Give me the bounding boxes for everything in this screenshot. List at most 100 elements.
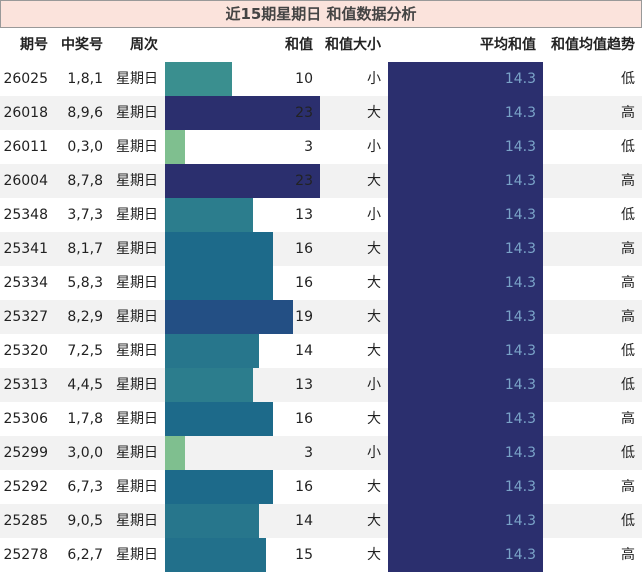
cell-text: 星期日 <box>116 343 158 359</box>
cell-text: 8,2,9 <box>67 309 103 325</box>
table-cell: 大 <box>320 232 388 266</box>
table-cell: 小 <box>320 198 388 232</box>
cell-text: 14.3 <box>504 377 536 393</box>
table-cell: 25306 <box>0 402 55 436</box>
table-row: 25327 8,2,9 星期日 19 大 14.3 高 <box>0 300 642 334</box>
cell-text: 高 <box>621 547 635 563</box>
cell-text: 大 <box>367 547 381 563</box>
table-cell: 10 <box>165 62 320 96</box>
table-cell: 13 <box>165 368 320 402</box>
cell-text: 3,0,0 <box>67 445 103 461</box>
cell-text: 14.3 <box>504 343 536 359</box>
cell-text: 星期日 <box>116 241 158 257</box>
cell-text: 高 <box>621 411 635 427</box>
average-bar <box>388 266 543 300</box>
cell-text: 14 <box>295 343 313 359</box>
cell-text: 低 <box>621 71 635 87</box>
cell-text: 8,9,6 <box>67 105 103 121</box>
cell-text: 3 <box>304 139 313 155</box>
average-bar <box>388 538 543 572</box>
cell-text: 低 <box>621 207 635 223</box>
cell-text: 13 <box>295 377 313 393</box>
table-cell: 14.3 <box>388 436 543 470</box>
table-cell: 大 <box>320 334 388 368</box>
cell-text: 16 <box>295 241 313 257</box>
table-cell: 14.3 <box>388 96 543 130</box>
table-cell: 星期日 <box>110 402 165 436</box>
average-bar <box>388 436 543 470</box>
table-cell: 25292 <box>0 470 55 504</box>
table-cell: 小 <box>320 436 388 470</box>
table-cell: 14 <box>165 334 320 368</box>
table-cell: 14.3 <box>388 402 543 436</box>
table-cell: 25334 <box>0 266 55 300</box>
table-cell: 星期日 <box>110 538 165 572</box>
table-cell: 3 <box>165 436 320 470</box>
cell-text: 14.3 <box>504 479 536 495</box>
table-cell: 星期日 <box>110 232 165 266</box>
table-cell: 5,8,3 <box>55 266 110 300</box>
table-cell: 小 <box>320 130 388 164</box>
cell-text: 低 <box>621 343 635 359</box>
table-cell: 26018 <box>0 96 55 130</box>
cell-text: 25334 <box>3 275 48 291</box>
cell-text: 25341 <box>3 241 48 257</box>
table-row: 25299 3,0,0 星期日 3 小 14.3 低 <box>0 436 642 470</box>
table-cell: 低 <box>543 334 642 368</box>
table-cell: 大 <box>320 504 388 538</box>
cell-text: 16 <box>295 479 313 495</box>
sum-bar <box>165 402 273 436</box>
table-cell: 星期日 <box>110 470 165 504</box>
table-cell: 16 <box>165 232 320 266</box>
table-cell: 8,1,7 <box>55 232 110 266</box>
cell-text: 星期日 <box>116 173 158 189</box>
average-bar <box>388 96 543 130</box>
table-row: 25341 8,1,7 星期日 16 大 14.3 高 <box>0 232 642 266</box>
cell-text: 14.3 <box>504 309 536 325</box>
table-cell: 14.3 <box>388 232 543 266</box>
table-cell: 3,0,0 <box>55 436 110 470</box>
table-cell: 16 <box>165 402 320 436</box>
table-cell: 低 <box>543 198 642 232</box>
table-row: 26011 0,3,0 星期日 3 小 14.3 低 <box>0 130 642 164</box>
table-cell: 1,7,8 <box>55 402 110 436</box>
sum-bar <box>165 232 273 266</box>
cell-text: 25306 <box>3 411 48 427</box>
cell-text: 25313 <box>3 377 48 393</box>
table-cell: 高 <box>543 266 642 300</box>
table-cell: 6,2,7 <box>55 538 110 572</box>
table-cell: 高 <box>543 164 642 198</box>
table-row: 26004 8,7,8 星期日 23 大 14.3 高 <box>0 164 642 198</box>
table-cell: 14.3 <box>388 538 543 572</box>
cell-text: 大 <box>367 479 381 495</box>
cell-text: 星期日 <box>116 71 158 87</box>
cell-text: 25348 <box>3 207 48 223</box>
cell-text: 9,0,5 <box>67 513 103 529</box>
table-cell: 14.3 <box>388 334 543 368</box>
cell-text: 大 <box>367 275 381 291</box>
cell-text: 26011 <box>3 139 48 155</box>
cell-text: 15 <box>295 547 313 563</box>
table-cell: 14.3 <box>388 198 543 232</box>
cell-text: 大 <box>367 513 381 529</box>
table-cell: 16 <box>165 266 320 300</box>
cell-text: 14.3 <box>504 275 536 291</box>
table-cell: 3 <box>165 130 320 164</box>
cell-text: 6,2,7 <box>67 547 103 563</box>
table-cell: 26011 <box>0 130 55 164</box>
average-bar <box>388 402 543 436</box>
cell-text: 10 <box>295 71 313 87</box>
cell-text: 低 <box>621 139 635 155</box>
cell-text: 大 <box>367 343 381 359</box>
table-cell: 14.3 <box>388 504 543 538</box>
average-bar <box>388 504 543 538</box>
cell-text: 26018 <box>3 105 48 121</box>
table-cell: 14.3 <box>388 130 543 164</box>
average-bar <box>388 334 543 368</box>
table-cell: 3,7,3 <box>55 198 110 232</box>
cell-text: 星期日 <box>116 139 158 155</box>
cell-text: 小 <box>367 445 381 461</box>
average-bar <box>388 164 543 198</box>
cell-text: 高 <box>621 105 635 121</box>
